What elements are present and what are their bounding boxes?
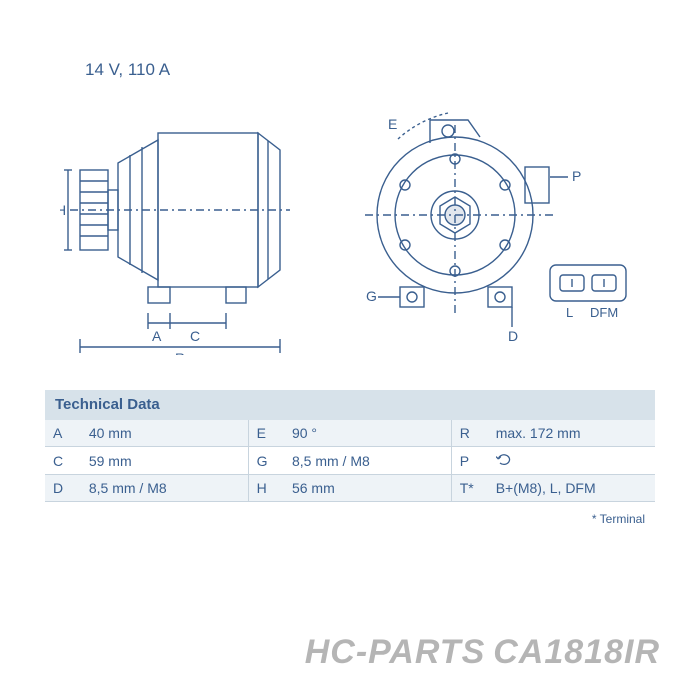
watermark-partno: CA1818IR <box>493 633 660 671</box>
spec-key: T* <box>451 475 487 502</box>
svg-text:D: D <box>508 328 518 344</box>
technical-data-header: Technical Data <box>45 390 655 420</box>
spec-key: G <box>248 447 284 475</box>
svg-text:A: A <box>152 328 162 344</box>
watermark: HC-PARTSCA1818IR <box>305 633 660 672</box>
spec-value: max. 172 mm <box>488 420 655 447</box>
terminal-footnote: * Terminal <box>592 512 645 526</box>
side-view: H A C R <box>60 133 290 355</box>
watermark-brand: HC-PARTS <box>305 633 486 671</box>
spec-value: 59 mm <box>81 447 248 475</box>
spec-value: 40 mm <box>81 420 248 447</box>
svg-text:DFM: DFM <box>590 305 618 320</box>
svg-text:L: L <box>566 305 573 320</box>
spec-value: 8,5 mm / M8 <box>284 447 451 475</box>
table-row: A40 mmE90 °Rmax. 172 mm <box>45 420 655 447</box>
connector-pinout: L DFM <box>550 265 626 320</box>
svg-text:G: G <box>366 288 377 304</box>
table-row: C59 mmG8,5 mm / M8P <box>45 447 655 475</box>
spec-key: H <box>248 475 284 502</box>
svg-text:R: R <box>175 350 185 355</box>
spec-value: 8,5 mm / M8 <box>81 475 248 502</box>
table-row: D8,5 mm / M8H56 mmT*B+(M8), L, DFM <box>45 475 655 502</box>
svg-text:E: E <box>388 116 397 132</box>
spec-value: 90 ° <box>284 420 451 447</box>
spec-value: 56 mm <box>284 475 451 502</box>
spec-key: E <box>248 420 284 447</box>
svg-text:H: H <box>60 202 66 218</box>
technical-drawings: H A C R <box>60 95 640 355</box>
technical-data-title: Technical Data <box>55 396 160 413</box>
spec-key: R <box>451 420 487 447</box>
spec-value: B+(M8), L, DFM <box>488 475 655 502</box>
svg-text:C: C <box>190 328 200 344</box>
spec-key: P <box>451 447 487 475</box>
spec-key: C <box>45 447 81 475</box>
svg-text:P: P <box>572 168 581 184</box>
spec-key: D <box>45 475 81 502</box>
front-view: E P G D <box>365 113 581 344</box>
electrical-rating: 14 V, 110 A <box>85 60 170 80</box>
spec-key: A <box>45 420 81 447</box>
rotation-direction-icon <box>488 447 655 475</box>
technical-data-table: A40 mmE90 °Rmax. 172 mmC59 mmG8,5 mm / M… <box>45 420 655 502</box>
